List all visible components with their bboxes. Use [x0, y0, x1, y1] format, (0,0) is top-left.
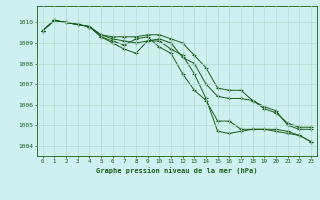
X-axis label: Graphe pression niveau de la mer (hPa): Graphe pression niveau de la mer (hPa)	[96, 167, 258, 174]
